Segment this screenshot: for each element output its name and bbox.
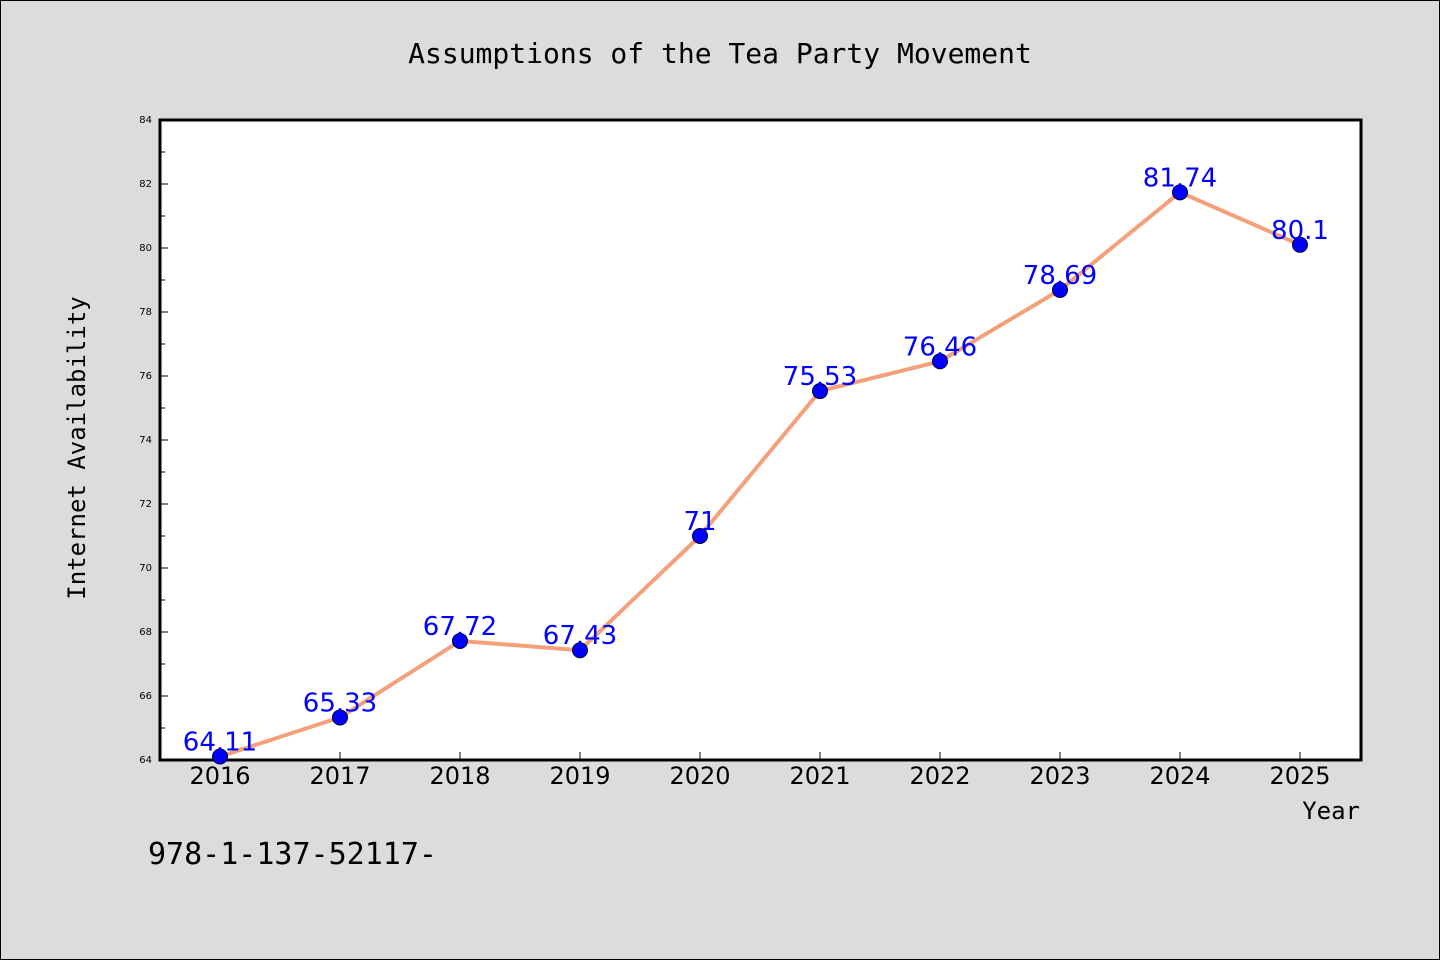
data-label: 64.11 — [183, 727, 257, 757]
x-tick-label: 2022 — [909, 762, 970, 790]
data-label: 65.33 — [303, 688, 377, 718]
data-point — [212, 748, 228, 765]
data-point — [1172, 184, 1188, 201]
y-axis: 64 66 68 70 72 74 76 78 80 82 84 — [139, 115, 168, 766]
x-tick-label: 2019 — [549, 762, 610, 790]
data-label: 75.53 — [783, 362, 857, 392]
y-tick-label: 68 — [139, 627, 152, 638]
x-axis: 2016 2017 2018 2019 2020 2021 2022 2023 2024 2025 — [189, 752, 1331, 790]
x-tick-label: 2017 — [309, 762, 370, 790]
data-point — [332, 709, 348, 726]
plot-area — [158, 118, 1363, 762]
data-point — [1052, 281, 1068, 298]
data-label: 67.43 — [543, 621, 617, 651]
y-tick-label: 72 — [139, 499, 152, 510]
x-tick-label: 2023 — [1029, 762, 1090, 790]
footer-text: 978-1-137-52117- — [148, 837, 437, 872]
data-point — [932, 353, 948, 370]
x-axis-label: Year — [1302, 797, 1360, 825]
chart-title: Assumptions of the Tea Party Movement — [408, 37, 1032, 70]
data-label: 76.46 — [903, 332, 977, 362]
y-tick-label: 70 — [139, 563, 152, 574]
x-tick-label: 2025 — [1269, 762, 1330, 790]
y-tick-label: 74 — [139, 435, 152, 446]
y-tick-label: 82 — [139, 179, 152, 190]
y-tick-label: 84 — [139, 115, 152, 126]
data-labels: 64.11 65.33 67.72 67.43 71 75.53 76.46 78.69 81.… — [183, 163, 1329, 757]
y-axis-label: Internet Availability — [63, 296, 91, 599]
data-label: 67.72 — [423, 612, 497, 642]
y-tick-label: 78 — [139, 307, 152, 318]
y-tick-label: 76 — [139, 371, 152, 382]
data-point — [452, 632, 468, 649]
data-label: 80.1 — [1271, 216, 1329, 246]
y-tick-label: 80 — [139, 243, 152, 254]
y-tick-label: 66 — [139, 691, 152, 702]
data-label: 78.69 — [1023, 261, 1097, 291]
x-tick-label: 2024 — [1149, 762, 1210, 790]
data-point — [572, 642, 588, 659]
data-label: 71 — [683, 507, 716, 537]
data-label: 81.74 — [1143, 163, 1217, 193]
x-tick-label: 2016 — [189, 762, 250, 790]
y-tick-label: 64 — [139, 755, 152, 766]
data-point — [692, 528, 708, 544]
x-tick-label: 2021 — [789, 762, 850, 790]
series-line — [219, 190, 1301, 759]
series-markers — [212, 184, 1308, 765]
data-point — [1292, 236, 1308, 253]
data-point — [812, 383, 828, 400]
x-tick-label: 2020 — [669, 762, 730, 790]
x-tick-label: 2018 — [429, 762, 490, 790]
